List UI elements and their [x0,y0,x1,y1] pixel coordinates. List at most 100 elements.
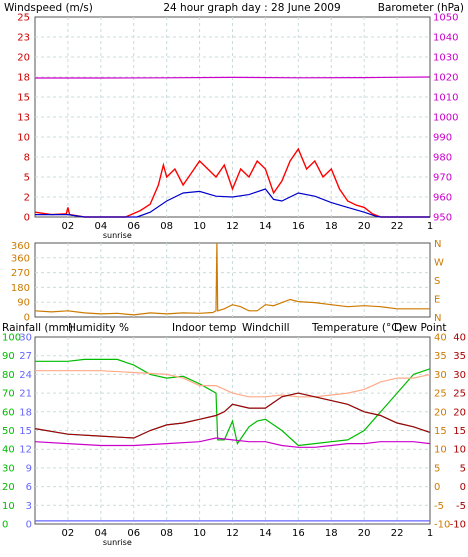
windspeed-tick-label: 23 [17,33,30,44]
series-wind-average-m-s [35,188,430,218]
humidity-tick-label: 80 [2,370,15,381]
rainfall-tick-label: 24 [19,370,32,381]
rainfall-tick-label: 27 [19,351,32,362]
barometer-tick-label: 1030 [433,53,458,64]
series-wind-direction [34,242,430,316]
barometer-tick-label: 1040 [433,33,458,44]
temperature-tick-label: -5 [434,501,444,512]
top-x-tick-label: 20 [358,221,371,232]
bot-x-tick-label: 22 [391,528,404,539]
barometer-tick-label: 970 [433,173,452,184]
top-x-tick-label: 02 [62,221,75,232]
rainfall-tick-label: 0 [26,520,32,531]
series-indoor-temp [35,370,431,398]
windspeed-tick-label: 8 [24,153,30,164]
humidity-tick-label: 10 [2,501,15,512]
temperature-tick-label: 5 [434,463,440,474]
temperature-tick-label-outer: 35 [453,351,466,362]
direction-tick-label: 0 [24,313,30,324]
temperature-tick-label-outer: 0 [460,482,466,493]
bot-x-tick-label: 02 [62,528,75,539]
top-x-tick-label: 12 [226,221,239,232]
legend-indoor-temp: Indoor temp [172,322,237,334]
legend-dew-point: Dew Point [394,322,447,334]
barometer-tick-label: 1020 [433,73,458,84]
series-humidity [35,358,431,447]
rainfall-tick-label: 12 [19,445,32,456]
barometer-tick-label: 1050 [433,13,458,24]
windspeed-tick-label: 0 [24,213,30,224]
direction-letter-label: N [434,313,441,324]
direction-tick-label: 360 [11,241,30,252]
direction-tick-label: 360 [11,253,30,264]
temperature-tick-label: 15 [434,426,447,437]
top-x-tick-label: 1 [427,221,433,232]
top-x-tick-label: 22 [391,221,404,232]
temperature-tick-label: 10 [434,445,447,456]
windspeed-tick-label: 13 [17,113,30,124]
humidity-tick-label: 60 [2,407,15,418]
bot-x-tick-label: 16 [292,528,305,539]
rainfall-tick-label: 15 [19,426,32,437]
barometer-axis-title: Barometer (hPa) [378,2,464,14]
temperature-tick-label-outer: 20 [453,407,466,418]
bot-x-tick-label: 18 [325,528,338,539]
barometer-tick-label: 960 [433,193,452,204]
rainfall-tick-label: 21 [19,389,32,400]
temperature-tick-label-outer: 5 [460,463,466,474]
panel-wind-barometer: 0258101315182023259509609709809901000101… [17,13,458,241]
temperature-tick-label: 20 [434,407,447,418]
bot-x-tick-label: 14 [259,528,272,539]
bot-x-tick-label: 08 [160,528,173,539]
legend-humidity: Humidity % [68,322,129,334]
bot-x-tick-label: 20 [358,528,371,539]
top-x-tick-label: 06 [127,221,140,232]
temperature-tick-label-outer: -10 [450,520,466,531]
temperature-tick-label: 35 [434,351,447,362]
temperature-tick-label-outer: 15 [453,426,466,437]
barometer-tick-label: 950 [433,213,452,224]
direction-letter-label: W [434,258,444,269]
barometer-tick-label: 1010 [433,93,458,104]
direction-letter-label: N [434,239,441,250]
top-x-tick-label: 16 [292,221,305,232]
rainfall-tick-label: 30 [19,333,32,344]
barometer-tick-label: 990 [433,133,452,144]
top-x-tick-label: 10 [193,221,206,232]
direction-tick-label: 270 [11,268,30,279]
windspeed-tick-label: 18 [17,73,30,84]
bot-sunrise-label: sunrise [103,538,132,547]
humidity-tick-label: 20 [2,482,15,493]
bot-x-tick-label: 12 [226,528,239,539]
rainfall-tick-label: 9 [26,463,32,474]
bot-x-tick-label: 04 [94,528,107,539]
humidity-tick-label: 0 [2,520,8,531]
temperature-tick-label-outer: 30 [453,370,466,381]
windspeed-tick-label: 25 [17,13,30,24]
rainfall-tick-label: 3 [26,501,32,512]
rainfall-tick-label: 6 [26,482,32,493]
humidity-tick-label: 70 [2,389,15,400]
humidity-tick-label: 40 [2,445,15,456]
legend-windchill: Windchill [242,322,290,334]
top-sunrise-label: sunrise [103,231,132,240]
chart-title: 24 hour graph day : 28 June 2009 [163,2,340,14]
temperature-tick-label: 25 [434,389,447,400]
windspeed-tick-label: 2 [24,193,30,204]
bot-x-tick-label: 06 [127,528,140,539]
temperature-tick-label-outer: 40 [453,333,466,344]
windspeed-tick-label: 20 [17,53,30,64]
series-barometer-hpa [35,76,431,79]
top-x-tick-label: 04 [94,221,107,232]
barometer-tick-label: 1000 [433,113,458,124]
windspeed-tick-label: 15 [17,93,30,104]
humidity-tick-label: 50 [2,426,15,437]
humidity-tick-label: 100 [2,333,21,344]
windspeed-tick-label: 5 [24,173,30,184]
series-windspeed-m-s [34,147,430,218]
temperature-tick-label: 40 [434,333,447,344]
direction-tick-label: 90 [17,298,30,309]
temperature-tick-label-outer: -5 [456,501,466,512]
humidity-tick-label: 30 [2,463,15,474]
